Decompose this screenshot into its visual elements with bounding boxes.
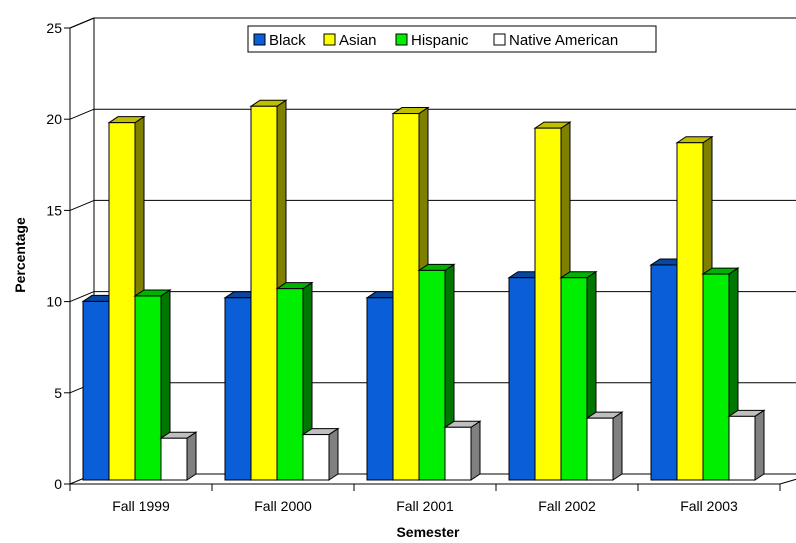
legend: Black Asian Hispanic Native American	[247, 25, 657, 53]
x-tick-label: Fall 2003	[680, 498, 738, 514]
legend-label: Black	[269, 32, 306, 49]
bar-front	[650, 264, 678, 481]
legend-swatch	[395, 33, 408, 46]
y-tick-label: 0	[54, 476, 62, 492]
x-tick-label: Fall 2002	[538, 498, 596, 514]
x-axis: Fall 1999 Fall 2000 Fall 2001 Fall 2002 Fall…	[69, 483, 781, 514]
legend-box	[247, 25, 657, 53]
gridline-side	[69, 291, 95, 303]
bar-side	[612, 411, 623, 481]
y-tick-label: 5	[54, 385, 62, 401]
bar-front	[160, 437, 188, 481]
bar	[585, 411, 624, 481]
bars	[81, 99, 766, 481]
bar-front	[250, 105, 278, 481]
bar-front	[302, 434, 330, 481]
x-axis-title: Semester	[396, 524, 460, 540]
y-tick-label: 25	[46, 20, 62, 36]
legend-label: Native American	[509, 32, 618, 49]
legend-swatch	[253, 33, 266, 46]
gridline-side	[69, 17, 95, 29]
bar-front	[108, 122, 136, 481]
y-tick-label: 20	[46, 111, 62, 127]
legend-label: Asian	[339, 32, 377, 49]
bar	[301, 427, 340, 481]
bar-front	[534, 127, 562, 481]
bar-front	[560, 277, 588, 481]
bar-front	[366, 297, 394, 481]
bar-side	[754, 409, 765, 481]
bar-front	[508, 277, 536, 481]
bar-side	[186, 431, 197, 481]
y-axis: 0 5 10 15 20 25	[46, 20, 71, 492]
x-tick-label: Fall 2001	[396, 498, 454, 514]
bar	[727, 409, 766, 481]
bar-front	[702, 273, 730, 481]
gridline-side	[69, 108, 95, 120]
bar-front	[418, 269, 446, 481]
bar	[159, 431, 198, 481]
bar-front	[134, 295, 162, 481]
bar-front	[728, 415, 756, 481]
legend-label: Hispanic	[411, 32, 469, 49]
bar-front	[586, 417, 614, 481]
bar-front	[276, 288, 304, 481]
bar-front	[392, 113, 420, 481]
x-tick-label: Fall 2000	[254, 498, 312, 514]
x-tick-label: Fall 1999	[112, 498, 170, 514]
y-tick-label: 10	[46, 294, 62, 310]
bar-side	[470, 420, 481, 481]
bar	[133, 289, 172, 481]
bar-front	[676, 142, 704, 481]
legend-swatch	[493, 33, 506, 46]
y-tick-label: 15	[46, 202, 62, 218]
bar-front	[82, 300, 110, 481]
bar-front	[444, 426, 472, 481]
gridline-side	[69, 199, 95, 211]
bar	[443, 420, 482, 481]
bar-front	[224, 297, 252, 481]
y-axis-title: Percentage	[12, 217, 28, 293]
bar-side	[328, 427, 339, 481]
legend-swatch	[323, 33, 336, 46]
